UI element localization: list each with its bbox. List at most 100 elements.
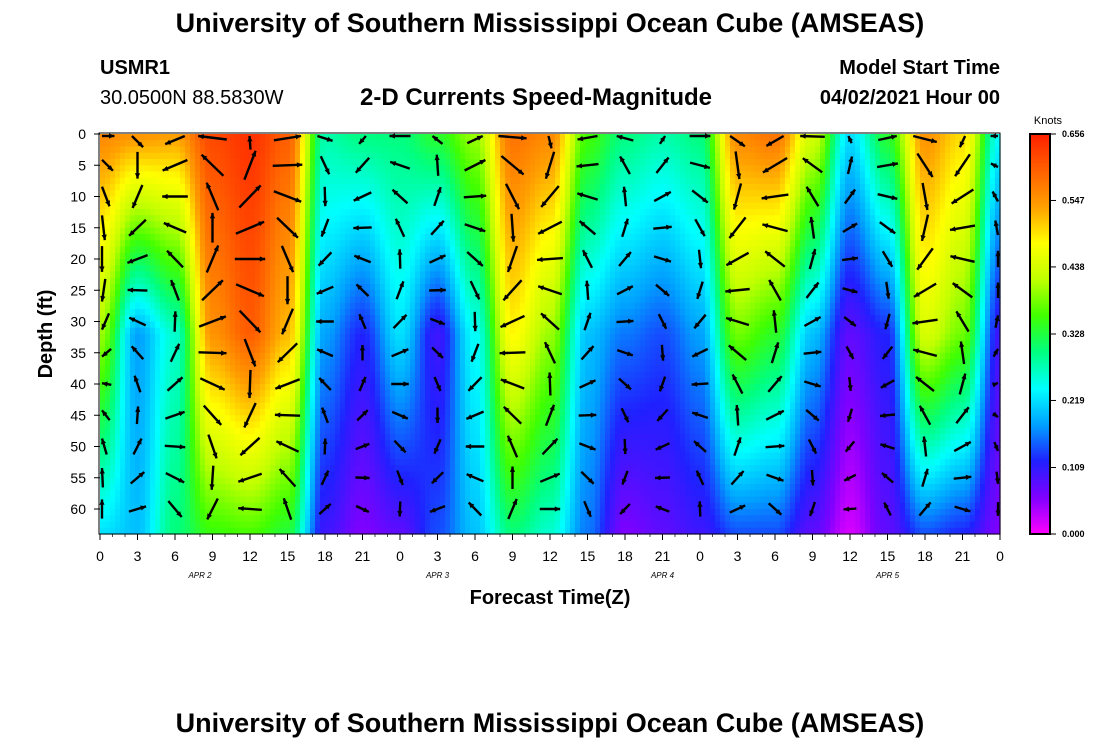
heatmap-cell [230,152,236,160]
heatmap-cell [955,259,961,266]
heatmap-cell [350,171,356,179]
heatmap-cell [720,252,726,260]
heatmap-cell [350,271,356,279]
heatmap-cell [565,184,571,191]
heatmap-cell [250,140,256,148]
heatmap-cell [300,302,306,310]
heatmap-cell [525,290,531,298]
heatmap-cell [375,140,381,148]
heatmap-cell [780,271,786,279]
heatmap-cell [200,196,206,204]
heatmap-cell [395,277,401,285]
heatmap-cell [665,152,671,160]
heatmap-cell [305,202,311,210]
heatmap-cell [395,171,401,179]
heatmap-cell [970,184,976,191]
heatmap-cell [595,184,601,191]
heatmap-cell [450,246,456,254]
heatmap-cell [145,284,151,291]
heatmap-cell [635,296,641,304]
heatmap-cell [995,152,1001,160]
heatmap-cell [360,296,366,304]
heatmap-cell [215,296,221,304]
heatmap-cell [755,221,761,229]
heatmap-cell [905,152,911,160]
heatmap-cell [220,165,226,173]
heatmap-cell [800,196,806,204]
heatmap-cell [890,140,896,148]
heatmap-cell [615,234,621,241]
heatmap-cell [295,146,301,154]
heatmap-cell [635,221,641,229]
heatmap-cell [655,265,661,273]
heatmap-cell [605,190,611,198]
heatmap-cell [780,146,786,154]
heatmap-cell [240,146,246,154]
heatmap-cell [630,290,636,298]
heatmap-cell [835,221,841,229]
heatmap-cell [290,184,296,191]
heatmap-cell [185,152,191,160]
heatmap-cell [105,177,111,185]
heatmap-cell [690,252,696,260]
heatmap-cell [150,234,156,241]
heatmap-cell [425,234,431,241]
heatmap-cell [175,284,181,291]
heatmap-cell [870,171,876,179]
heatmap-cell [590,196,596,204]
heatmap-cell [450,165,456,173]
heatmap-cell [640,190,646,198]
heatmap-cell [725,234,731,241]
heatmap-cell [435,284,441,291]
heatmap-cell [280,140,286,148]
heatmap-cell [475,246,481,254]
heatmap-cell [285,246,291,254]
heatmap-cell [485,146,491,154]
heatmap-cell [580,146,586,154]
heatmap-cell [750,290,756,298]
heatmap-cell [860,209,866,216]
heatmap-cell [495,140,501,148]
heatmap-cell [610,252,616,260]
heatmap-cell [260,290,266,298]
heatmap-cell [605,246,611,254]
heatmap-cell [705,240,711,248]
heatmap-cell [125,159,131,166]
heatmap-cell [355,146,361,154]
heatmap-cell [350,196,356,204]
heatmap-cell [840,221,846,229]
heatmap-cell [715,202,721,210]
heatmap-cell [905,146,911,154]
heatmap-cell [855,296,861,304]
heatmap-cell [985,190,991,198]
heatmap-cell [615,177,621,185]
heatmap-cell [930,221,936,229]
heatmap-cell [300,177,306,185]
heatmap-cell [845,184,851,191]
heatmap-cell [920,246,926,254]
heatmap-cell [140,171,146,179]
heatmap-cell [980,246,986,254]
heatmap-cell [330,177,336,185]
heatmap-cell [750,134,756,141]
heatmap-cell [265,271,271,279]
heatmap-cell [600,252,606,260]
heatmap-cell [990,290,996,298]
heatmap-cell [915,159,921,166]
heatmap-cell [300,146,306,154]
heatmap-cell [275,134,281,141]
heatmap-cell [595,246,601,254]
heatmap-cell [765,240,771,248]
heatmap-cell [545,177,551,185]
heatmap-cell [610,246,616,254]
heatmap-cell [355,184,361,191]
heatmap-cell [660,234,666,241]
heatmap-cell [715,146,721,154]
heatmap-cell [920,277,926,285]
heatmap-cell [125,240,131,248]
heatmap-cell [180,184,186,191]
heatmap-cell [640,296,646,304]
heatmap-cell [765,227,771,235]
heatmap-cell [500,240,506,248]
heatmap-cell [960,134,966,141]
